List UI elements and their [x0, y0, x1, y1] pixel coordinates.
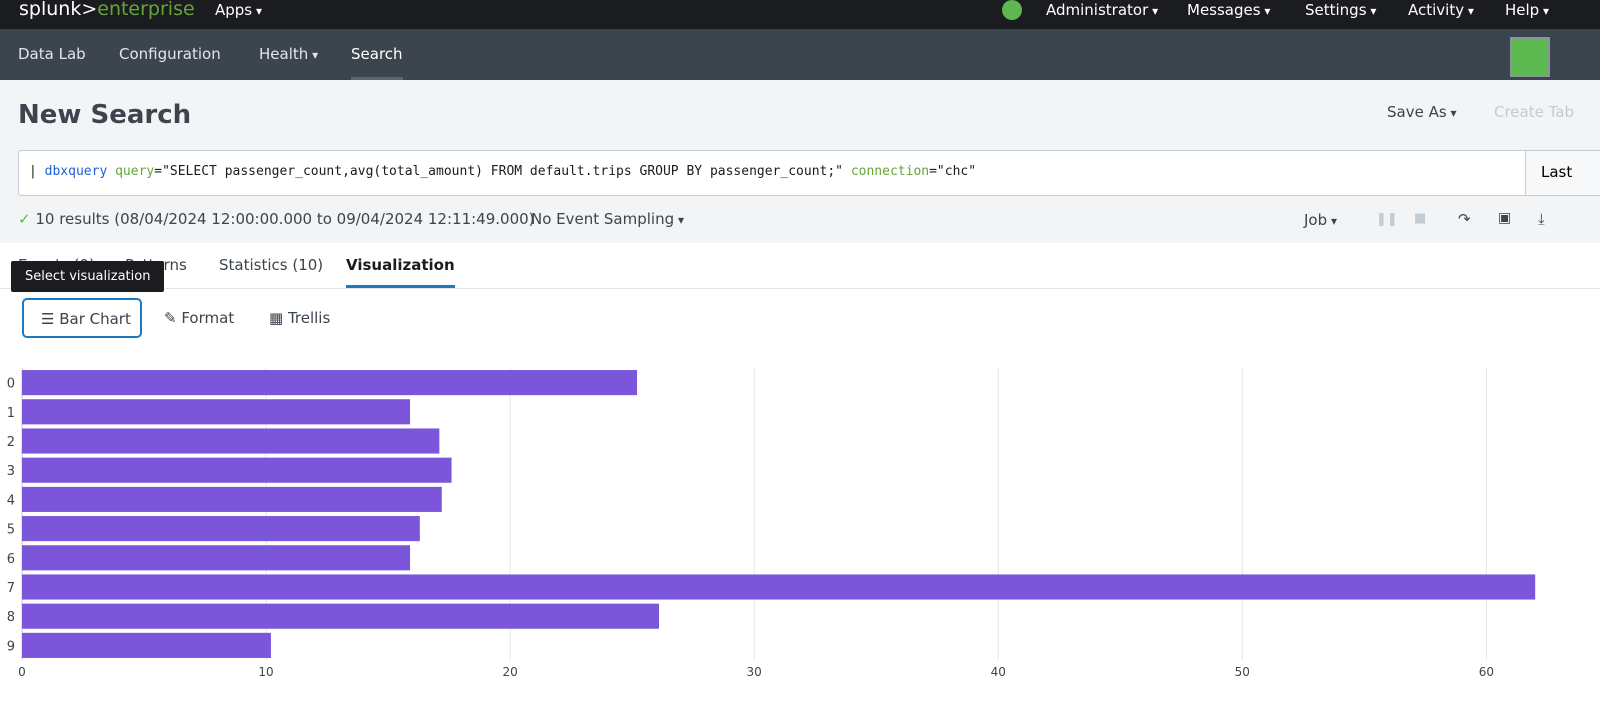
bar	[22, 428, 440, 454]
nav-item[interactable]: Search	[351, 45, 403, 80]
app-nav: Data Lab Configuration Health Search	[0, 29, 1600, 80]
bar	[22, 516, 420, 542]
bar	[22, 486, 442, 512]
top-bar: splunk>enterprise Apps Administrator Mes…	[0, 0, 1600, 29]
menu-item[interactable]: Messages	[1187, 1, 1270, 19]
health-icon[interactable]	[1002, 0, 1022, 20]
search-bar[interactable]: | dbxquery query="SELECT passenger_count…	[18, 150, 1600, 196]
logo[interactable]: splunk>enterprise	[19, 0, 195, 20]
format-button[interactable]: ✎ Format	[164, 309, 235, 327]
y-tick-label: 4	[7, 493, 15, 508]
menu-item[interactable]: Help	[1505, 1, 1549, 19]
app-icon	[1510, 37, 1550, 77]
query-token: ="SELECT passenger_count,avg(total_amoun…	[154, 164, 851, 179]
print-button[interactable]: ▣	[1498, 210, 1512, 226]
x-tick-label: 20	[502, 665, 517, 679]
query-token: ="chc"	[929, 164, 977, 179]
query-token: |	[29, 164, 45, 179]
x-tick-label: 60	[1479, 665, 1494, 679]
chart: 0 10 20 30 40 50 60 0 1 2 3 4 5 6 7 8 9	[7, 368, 1536, 679]
tabs: Events (0) Patterns Statistics (10) Visu…	[0, 243, 1600, 289]
tab[interactable]: Statistics (10)	[219, 256, 324, 274]
tab[interactable]: Visualization	[346, 256, 455, 288]
nav-item[interactable]: Data Lab	[18, 45, 86, 63]
y-tick-label: 6	[7, 552, 15, 567]
time-picker[interactable]: Last	[1525, 151, 1600, 195]
share-button[interactable]: ↷	[1458, 210, 1471, 228]
logo-brand: splunk>	[19, 0, 98, 20]
export-button[interactable]: ⤓	[1538, 210, 1545, 228]
menu-item[interactable]: Activity	[1408, 1, 1474, 19]
bar	[22, 603, 660, 629]
save-as[interactable]: Save As	[1387, 103, 1457, 121]
y-tick-label: 3	[7, 464, 15, 479]
sampling-menu[interactable]: No Event Sampling	[531, 210, 684, 228]
x-tick-label: 30	[747, 665, 762, 679]
bar	[22, 399, 411, 425]
bar	[22, 632, 271, 658]
result-count: 10 results (08/04/2024 12:00:00.000 to 0…	[35, 210, 535, 228]
y-tick-label: 2	[7, 435, 15, 450]
x-tick-label: 10	[258, 665, 273, 679]
y-tick-label: 7	[7, 581, 15, 596]
query-token: connection	[850, 164, 930, 179]
logo-product: enterprise	[97, 0, 195, 20]
nav-item[interactable]: Health	[259, 45, 318, 63]
y-tick-label: 9	[7, 639, 15, 654]
button-label: Trellis	[287, 309, 331, 327]
nav-item[interactable]: Configuration	[119, 45, 221, 63]
bar	[22, 457, 452, 483]
apps-menu[interactable]: Apps	[215, 1, 262, 19]
y-tick-label: 8	[7, 610, 15, 625]
bar	[22, 370, 638, 396]
viz-picker[interactable]: ☰ Bar Chart	[22, 298, 142, 338]
y-tick-label: 1	[7, 406, 15, 421]
x-tick-label: 0	[18, 665, 26, 679]
trellis-button[interactable]: ▦ Trellis	[269, 309, 331, 327]
menu-item[interactable]: Administrator	[1046, 1, 1158, 19]
x-tick-label: 40	[991, 665, 1006, 679]
button-label: Bar Chart	[59, 310, 131, 328]
y-tick-label: 5	[7, 523, 15, 538]
page-title: New Search	[18, 100, 192, 130]
menu-item[interactable]: Settings	[1305, 1, 1376, 19]
search-query[interactable]: | dbxquery query="SELECT passenger_count…	[29, 164, 976, 179]
bar	[22, 574, 1536, 600]
tooltip: Select visualization	[11, 261, 165, 292]
x-tick-label: 50	[1235, 665, 1250, 679]
stop-button[interactable]: ■	[1414, 211, 1427, 226]
bar	[22, 545, 411, 571]
button-label: Format	[181, 309, 235, 327]
query-token: dbxquery	[44, 164, 108, 179]
query-token: query	[107, 164, 155, 179]
pause-button[interactable]: ❚❚	[1376, 212, 1398, 227]
create-button[interactable]: Create Tab	[1494, 103, 1575, 121]
job-menu[interactable]: Job	[1304, 211, 1337, 229]
y-tick-label: 0	[7, 377, 15, 392]
